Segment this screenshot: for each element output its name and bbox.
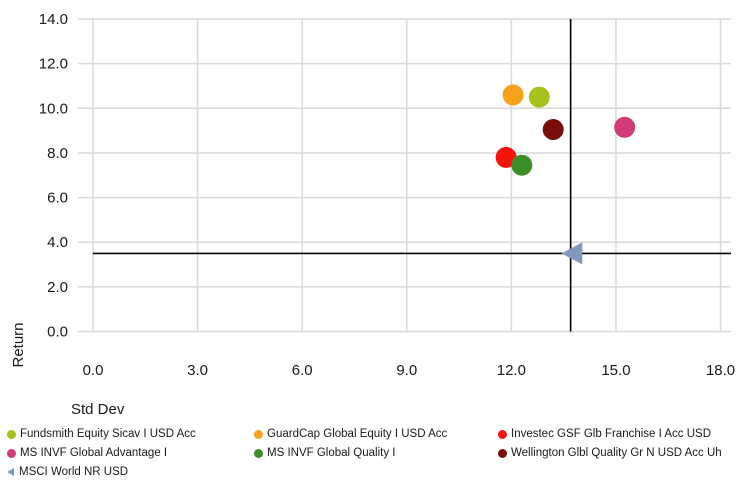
y-tick-label: 2.0	[47, 279, 68, 296]
x-tick-label: 6.0	[292, 362, 313, 379]
circle-marker-icon	[7, 448, 16, 458]
y-tick-label: 12.0	[39, 56, 68, 73]
data-point	[542, 119, 564, 141]
legend-item: MS INVF Global Advantage I	[7, 446, 167, 460]
circle-marker-icon	[498, 448, 507, 458]
legend-label: Wellington Glbl Quality Gr N USD Acc Uh	[511, 447, 722, 459]
y-tick-label: 0.0	[47, 324, 68, 341]
y-tick-label: 8.0	[47, 145, 68, 162]
data-point	[528, 86, 550, 108]
legend-item: MSCI World NR USD	[7, 465, 128, 479]
grid-lines	[78, 18, 731, 333]
data-points	[495, 84, 636, 265]
triangle-marker-icon	[7, 468, 14, 476]
legend-label: Fundsmith Equity Sicav I USD Acc	[20, 428, 196, 440]
legend-item: Investec GSF Glb Franchise I Acc USD	[498, 427, 711, 441]
data-point-benchmark	[561, 242, 583, 265]
x-axis-title: Std Dev	[71, 401, 125, 418]
legend-item: GuardCap Global Equity I USD Acc	[254, 427, 447, 441]
legend-item: Wellington Glbl Quality Gr N USD Acc Uh	[498, 446, 722, 460]
circle-marker-icon	[254, 448, 263, 458]
data-point	[511, 154, 533, 176]
circle-marker-icon	[7, 429, 16, 439]
legend-label: MS INVF Global Advantage I	[20, 447, 168, 459]
y-tick-label: 10.0	[39, 100, 68, 117]
legend-label: MSCI World NR USD	[19, 466, 129, 478]
legend-label: Investec GSF Glb Franchise I Acc USD	[511, 428, 712, 440]
x-tick-label: 0.0	[83, 362, 104, 379]
legend-label: MS INVF Global Quality I	[267, 447, 396, 459]
x-tick-label: 18.0	[706, 362, 735, 379]
circle-marker-icon	[498, 429, 507, 439]
reference-crosshair	[93, 19, 731, 332]
x-tick-label: 9.0	[396, 362, 417, 379]
y-axis-title: Return	[10, 322, 27, 367]
x-tick-label: 15.0	[601, 362, 630, 379]
data-point	[614, 116, 636, 138]
y-tick-label: 6.0	[47, 190, 68, 207]
data-point	[502, 84, 524, 106]
legend-item: Fundsmith Equity Sicav I USD Acc	[7, 427, 196, 441]
legend-label: GuardCap Global Equity I USD Acc	[267, 428, 448, 440]
y-tick-label: 14.0	[39, 11, 68, 28]
y-tick-label: 4.0	[47, 234, 68, 251]
x-tick-label: 12.0	[497, 362, 526, 379]
circle-marker-icon	[254, 429, 263, 439]
x-tick-label: 3.0	[187, 362, 208, 379]
data-point	[495, 146, 517, 168]
tick-labels: 0.0 3.0 6.0 9.0 12.0 15.0 18.0 0.0 2.0 4.0 6.0 8.0 1…	[39, 11, 735, 379]
legend-item: MS INVF Global Quality I	[254, 446, 395, 460]
